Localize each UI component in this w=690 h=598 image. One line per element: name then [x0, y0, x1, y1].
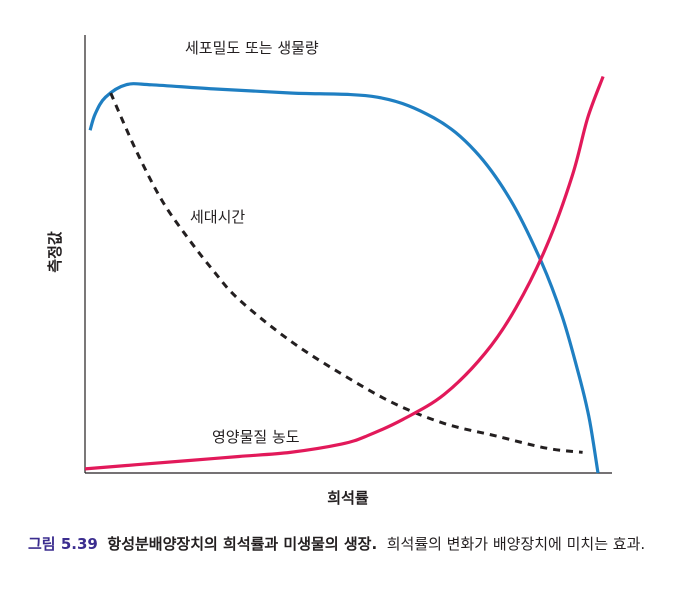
x-axis-label: 희석률 — [327, 489, 369, 507]
figure-number: 그림 5.39 — [28, 535, 98, 553]
series-line-generation-time — [109, 92, 583, 454]
series-label-generation-time: 세대시간 — [190, 208, 245, 226]
y-axis-label: 측정값 — [46, 231, 64, 273]
series-label-biomass: 세포밀도 또는 생물량 — [185, 39, 319, 57]
figure-description: 희석률의 변화가 배양장치에 미치는 효과. — [386, 535, 646, 553]
axes — [84, 35, 612, 474]
figure-title: 항성분배양장치의 희석률과 미생물의 생장. — [107, 535, 378, 553]
series-layer — [84, 75, 605, 474]
series-line-nutrient — [84, 75, 605, 471]
figure-caption: 그림 5.39 항성분배양장치의 희석률과 미생물의 생장. 희석률의 변화가 … — [28, 530, 668, 559]
series-line-biomass — [88, 82, 600, 474]
series-label-nutrient: 영양물질 농도 — [212, 428, 300, 446]
chart: 세포밀도 또는 생물량 세대시간 영양물질 농도 희석률 측정값 — [46, 35, 612, 507]
